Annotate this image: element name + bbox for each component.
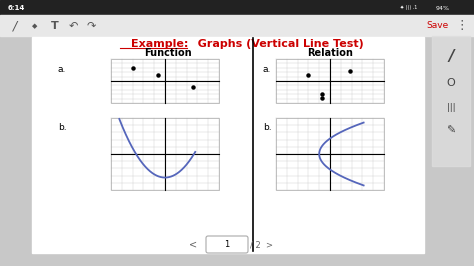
Text: <: <: [189, 239, 197, 250]
Text: 6:14: 6:14: [8, 5, 26, 11]
Bar: [111, 118, 219, 190]
Text: b.: b.: [263, 123, 272, 132]
Text: Function: Function: [144, 48, 192, 58]
FancyBboxPatch shape: [206, 236, 248, 253]
Text: Save: Save: [427, 22, 449, 31]
Bar: [432, 36, 470, 166]
Bar: [0, 0, 474, 15]
Text: ↷: ↷: [86, 21, 96, 31]
Bar: [32, 37, 424, 253]
Text: |||: |||: [447, 103, 456, 113]
Text: ✎: ✎: [447, 126, 456, 136]
Text: ✦ ))) .1: ✦ ))) .1: [400, 6, 418, 10]
Text: / 2  >: / 2 >: [250, 240, 273, 249]
Text: /: /: [448, 48, 454, 64]
Bar: [276, 118, 384, 190]
Text: ⋮: ⋮: [456, 19, 468, 32]
Text: ↶: ↶: [68, 21, 78, 31]
Text: 94%: 94%: [436, 6, 450, 10]
Bar: [276, 59, 384, 103]
Text: a.: a.: [58, 65, 66, 74]
Text: a.: a.: [263, 65, 272, 74]
Text: T: T: [51, 21, 59, 31]
Bar: [276, 118, 384, 190]
Bar: [111, 59, 219, 103]
Text: ◆: ◆: [32, 23, 38, 29]
Text: 1: 1: [224, 240, 229, 249]
Text: Example:: Example:: [131, 39, 188, 49]
Bar: [0, 15, 474, 36]
Text: Relation: Relation: [307, 48, 353, 58]
Bar: [111, 118, 219, 190]
Bar: [276, 59, 384, 103]
Text: O: O: [447, 78, 456, 88]
Text: /: /: [13, 19, 17, 32]
Text: Graphs (Vertical Line Test): Graphs (Vertical Line Test): [190, 39, 364, 49]
Bar: [111, 59, 219, 103]
Text: b.: b.: [58, 123, 67, 132]
